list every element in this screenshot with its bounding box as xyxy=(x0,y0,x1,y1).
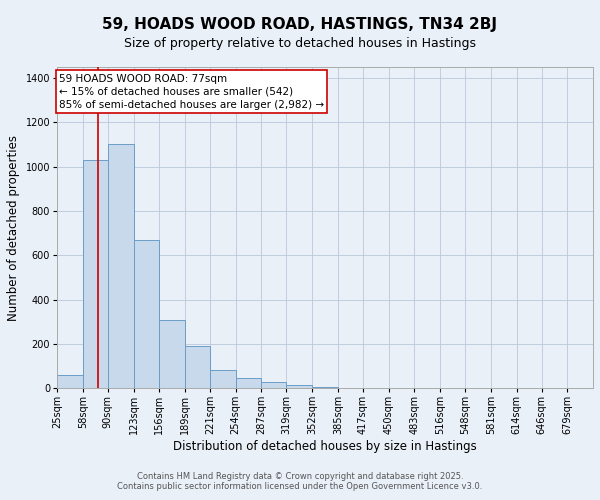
Text: 59, HOADS WOOD ROAD, HASTINGS, TN34 2BJ: 59, HOADS WOOD ROAD, HASTINGS, TN34 2BJ xyxy=(103,18,497,32)
Bar xyxy=(262,382,286,388)
Text: Size of property relative to detached houses in Hastings: Size of property relative to detached ho… xyxy=(124,38,476,51)
Y-axis label: Number of detached properties: Number of detached properties xyxy=(7,134,20,320)
Bar xyxy=(312,387,338,388)
Bar xyxy=(108,144,134,388)
Text: Contains public sector information licensed under the Open Government Licence v3: Contains public sector information licen… xyxy=(118,482,482,491)
Bar xyxy=(185,346,210,388)
Bar xyxy=(57,375,83,388)
Bar xyxy=(210,370,236,388)
Bar xyxy=(286,385,312,388)
Bar xyxy=(134,240,159,388)
Text: 59 HOADS WOOD ROAD: 77sqm
← 15% of detached houses are smaller (542)
85% of semi: 59 HOADS WOOD ROAD: 77sqm ← 15% of detac… xyxy=(59,74,324,110)
Bar xyxy=(159,320,185,388)
Bar xyxy=(83,160,108,388)
X-axis label: Distribution of detached houses by size in Hastings: Distribution of detached houses by size … xyxy=(173,440,477,453)
Text: Contains HM Land Registry data © Crown copyright and database right 2025.: Contains HM Land Registry data © Crown c… xyxy=(137,472,463,481)
Bar xyxy=(236,378,262,388)
